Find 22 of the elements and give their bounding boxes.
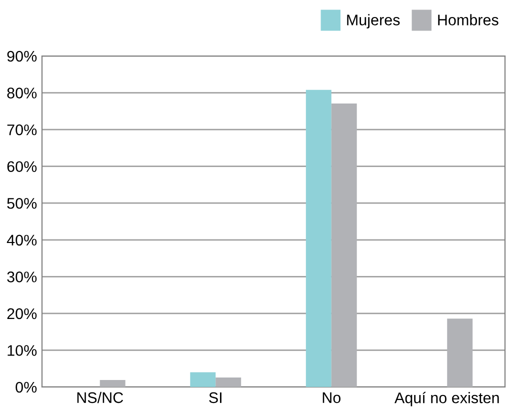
bar (306, 90, 332, 387)
y-tick-label: 70% (7, 124, 37, 136)
bar (100, 380, 126, 387)
y-tick-label: 80% (7, 88, 37, 98)
legend-label: Hombres (438, 14, 498, 26)
y-tick-label: 10% (8, 345, 37, 356)
y-tick-label: 60% (7, 161, 37, 172)
bar (331, 103, 357, 387)
y-tick-label: 20% (7, 308, 37, 320)
x-tick-label: No (322, 392, 340, 404)
bar (190, 372, 216, 387)
y-tick-label: 0% (16, 382, 37, 393)
y-tick-label: 90% (7, 50, 37, 62)
y-tick-label: 30% (7, 272, 37, 282)
x-tick-label: Aquí no existen (394, 392, 499, 406)
y-tick-label: 50% (7, 198, 37, 209)
bar (216, 377, 242, 387)
bar (447, 318, 473, 387)
x-tick-label: SI (209, 392, 222, 404)
x-tick-label: NS/NC (77, 392, 124, 404)
y-tick-label: 40% (6, 234, 37, 246)
legend-label: Mujeres (347, 14, 400, 28)
